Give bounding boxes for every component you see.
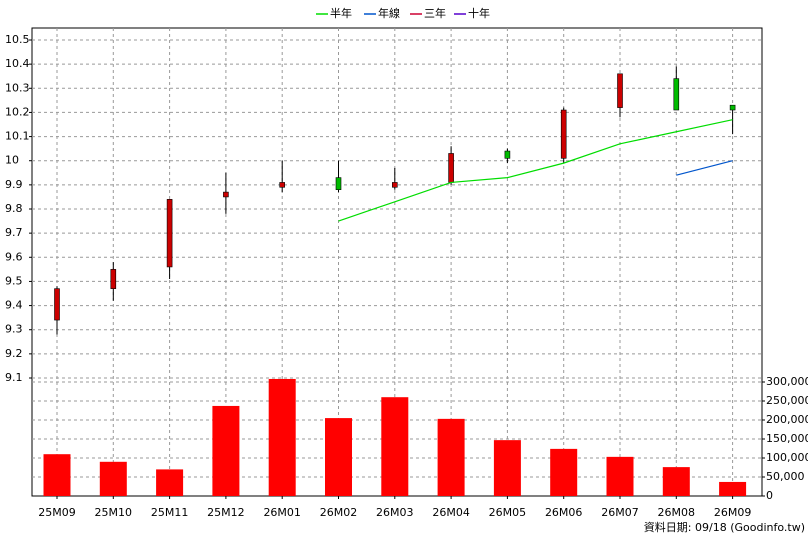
y-tick-label: 9.8: [5, 202, 23, 215]
x-tick-label: 26M09: [714, 506, 752, 519]
y-tick-label: 10.5: [5, 33, 30, 46]
volume-bar: [606, 456, 634, 496]
volume-bar: [662, 467, 690, 496]
volume-bar: [493, 440, 521, 496]
x-tick-label: 26M08: [658, 506, 696, 519]
candle-body: [335, 177, 342, 190]
x-tick-label: 25M10: [95, 506, 133, 519]
candle-body: [110, 269, 117, 289]
y-tick-label: 9.5: [5, 274, 23, 287]
volume-bar: [719, 481, 747, 496]
volume-bar: [437, 418, 465, 496]
x-tick-label: 26M02: [320, 506, 358, 519]
y-tick-label: 9.2: [5, 347, 23, 360]
legend-label: 年線: [378, 6, 400, 20]
volume-bar: [99, 461, 127, 496]
y-tick-label: 9.7: [5, 226, 23, 239]
candle-body: [54, 288, 60, 321]
x-tick-label: 26M06: [545, 506, 583, 519]
x-tick-label: 25M11: [151, 506, 189, 519]
y-tick-label: 9.3: [5, 323, 23, 336]
legend-label: 三年: [424, 6, 446, 20]
x-tick-label: 26M07: [601, 506, 639, 519]
y2-tick-label: 200,000: [766, 413, 808, 426]
ma-line: [676, 160, 733, 176]
candle-body: [448, 153, 454, 183]
y2-tick-label: 100,000: [766, 451, 808, 464]
volume-bar: [212, 405, 240, 496]
y-tick-label: 10.1: [5, 130, 30, 143]
volume-bar: [325, 418, 352, 496]
y-tick-label: 9.1: [5, 371, 23, 384]
volume-bar: [550, 448, 578, 496]
x-tick-label: 26M01: [263, 506, 301, 519]
y2-tick-label: 0: [766, 489, 773, 502]
candle-body: [223, 191, 229, 198]
legend-label: 半年: [330, 6, 352, 20]
volume-bar: [43, 454, 71, 496]
y-tick-label: 9.6: [5, 250, 23, 263]
y-tick-label: 10: [5, 154, 19, 167]
x-tick-label: 26M04: [432, 506, 470, 519]
legend-label: 十年: [468, 6, 490, 20]
x-tick-label: 25M12: [207, 506, 245, 519]
volume-bar: [156, 469, 184, 496]
x-tick-label: 26M05: [489, 506, 527, 519]
y2-tick-label: 250,000: [766, 394, 808, 407]
y-tick-label: 10.2: [5, 105, 30, 118]
candle-body: [673, 78, 680, 111]
y-tick-label: 9.4: [5, 299, 23, 312]
y2-tick-label: 150,000: [766, 432, 808, 445]
candle-body: [279, 182, 286, 188]
y-tick-label: 9.9: [5, 178, 23, 191]
candle-body: [166, 199, 173, 268]
footer: 資料日期: 09/18 (Goodinfo.tw): [644, 520, 805, 534]
candle-body: [617, 73, 623, 108]
y2-tick-label: 50,000: [766, 470, 805, 483]
candle-body: [504, 150, 511, 159]
candle-body: [391, 182, 398, 188]
candle-body: [560, 109, 567, 159]
x-tick-label: 26M03: [376, 506, 414, 519]
y2-tick-label: 300,000: [766, 375, 808, 388]
y-tick-label: 10.3: [5, 81, 30, 94]
y-tick-label: 10.4: [5, 57, 30, 70]
volume-bar: [268, 378, 296, 496]
x-tick-label: 25M09: [38, 506, 76, 519]
candle-body: [729, 104, 736, 111]
ma-line: [338, 119, 733, 222]
volume-bar: [381, 397, 409, 496]
